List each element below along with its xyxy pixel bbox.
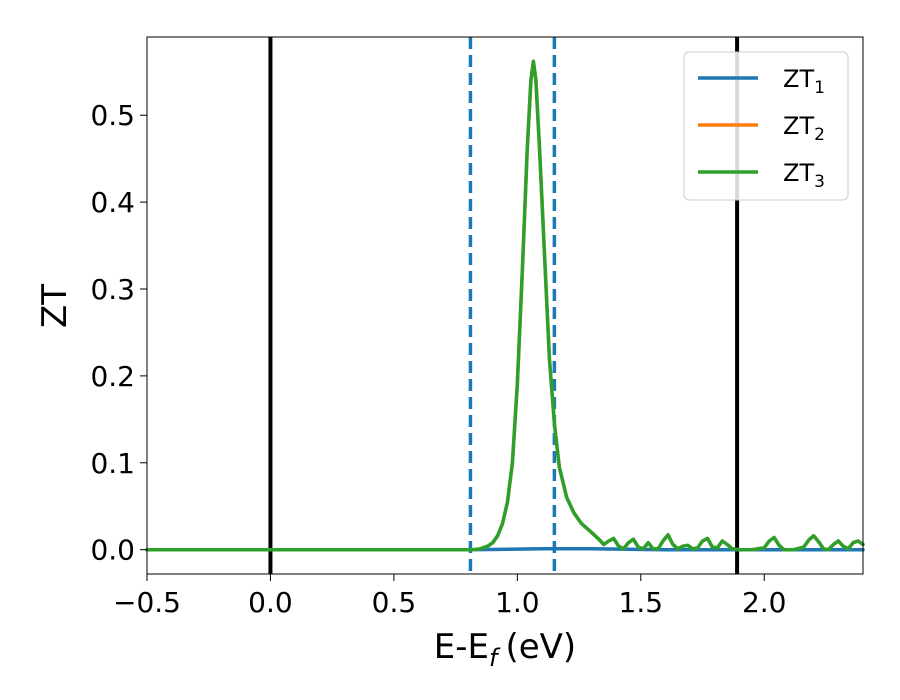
x-tick-label: 1.5 (619, 586, 664, 619)
x-tick-label: 1.0 (495, 586, 540, 619)
legend-label-2: ZT2 (783, 112, 825, 145)
legend-box (683, 51, 849, 201)
series-line-zt3 (145, 59, 865, 552)
legend-label-1: ZT1 (783, 65, 825, 98)
y-axis: 0.0 0.1 0.2 0.3 0.4 0.5 (90, 99, 147, 567)
y-tick-label: 0.5 (90, 99, 135, 132)
y-axis-title: ZT (35, 284, 75, 328)
legend: ZT1 ZT2 ZT3 (683, 51, 849, 201)
x-tick-label: 0.5 (372, 586, 417, 619)
reference-lines (268, 37, 740, 574)
y-tick-label: 0.0 (90, 534, 135, 567)
x-axis-title-subscript: f (489, 644, 501, 672)
x-tick-label: 2.0 (742, 586, 787, 619)
y-tick-label: 0.1 (90, 447, 135, 480)
x-tick-label: 0.0 (248, 586, 293, 619)
x-tick-label: −0.5 (113, 586, 181, 619)
y-tick-label: 0.2 (90, 360, 135, 393)
x-axis: −0.5 0.0 0.5 1.0 1.5 2.0 (113, 574, 787, 619)
x-axis-title-main: E-E (434, 627, 489, 667)
series-lines (145, 59, 865, 552)
x-axis-title-unit: (eV) (505, 627, 576, 667)
x-axis-title: E-Ef (eV) (434, 627, 576, 672)
y-tick-label: 0.4 (90, 186, 135, 219)
y-tick-label: 0.3 (90, 273, 135, 306)
legend-label-3: ZT3 (783, 159, 825, 192)
plot-area-frame (146, 36, 864, 575)
